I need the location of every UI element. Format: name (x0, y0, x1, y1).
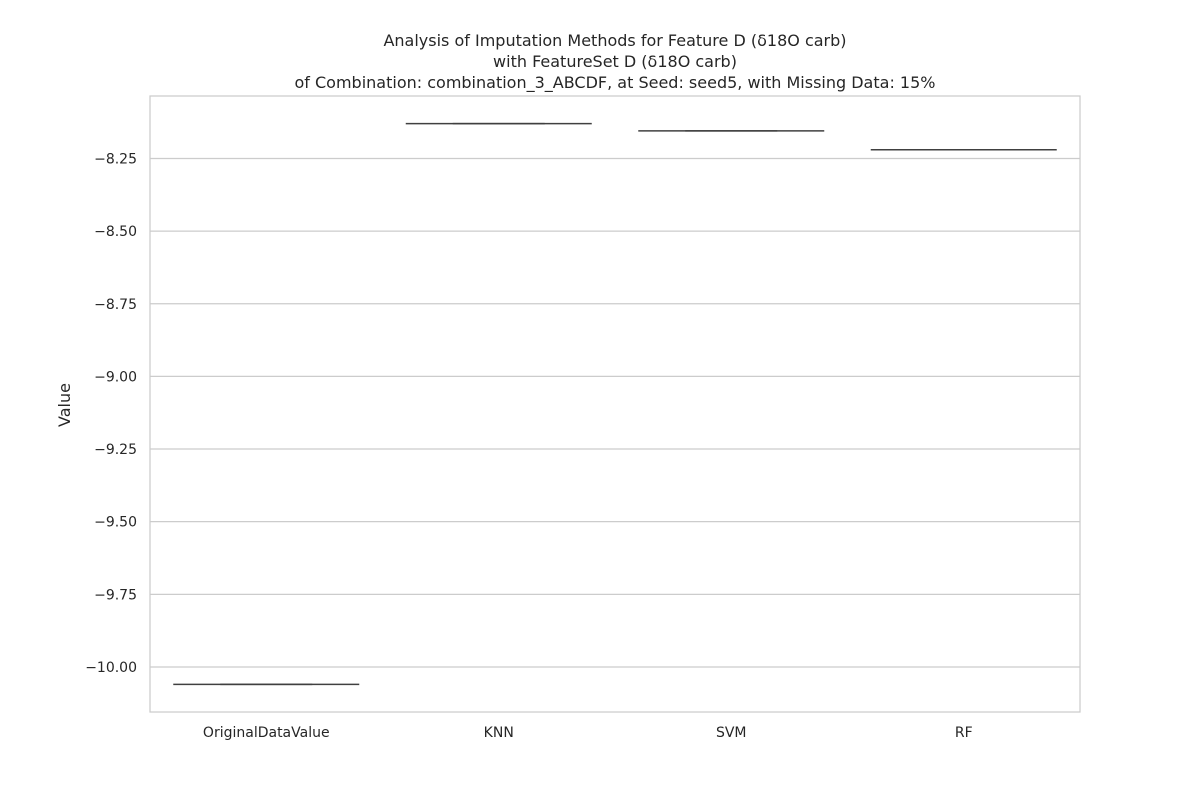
x-tick-label: OriginalDataValue (203, 725, 330, 741)
chart-marks (173, 122, 1057, 686)
chart-title-line-2: with FeatureSet D (δ18O carb) (493, 52, 737, 71)
y-tick-label: −9.25 (94, 442, 137, 458)
y-tick-label: −10.00 (85, 660, 137, 676)
x-tick-labels: OriginalDataValue KNN SVM RF (203, 725, 973, 741)
chart-title: Analysis of Imputation Methods for Featu… (295, 31, 936, 93)
y-tick-label: −8.50 (94, 224, 137, 240)
y-tick-label: −8.75 (94, 297, 137, 313)
x-tick-label: RF (955, 725, 973, 741)
y-tick-label: −8.25 (94, 151, 137, 167)
x-tick-label: KNN (484, 725, 514, 741)
plot-frame (149, 95, 1081, 713)
y-gridlines (150, 157, 1080, 668)
x-tick-label: SVM (716, 725, 747, 741)
chart-title-line-3: of Combination: combination_3_ABCDF, at … (295, 73, 936, 93)
y-tick-labels: −10.00 −9.75 −9.50 −9.25 −9.00 −8.75 −8.50 −8.2… (85, 151, 137, 675)
chart-title-line-1: Analysis of Imputation Methods for Featu… (383, 31, 846, 50)
y-tick-label: −9.50 (94, 515, 137, 531)
y-axis-label: Value (55, 383, 74, 427)
y-tick-label: −9.00 (94, 369, 137, 385)
y-tick-label: −9.75 (94, 587, 137, 603)
